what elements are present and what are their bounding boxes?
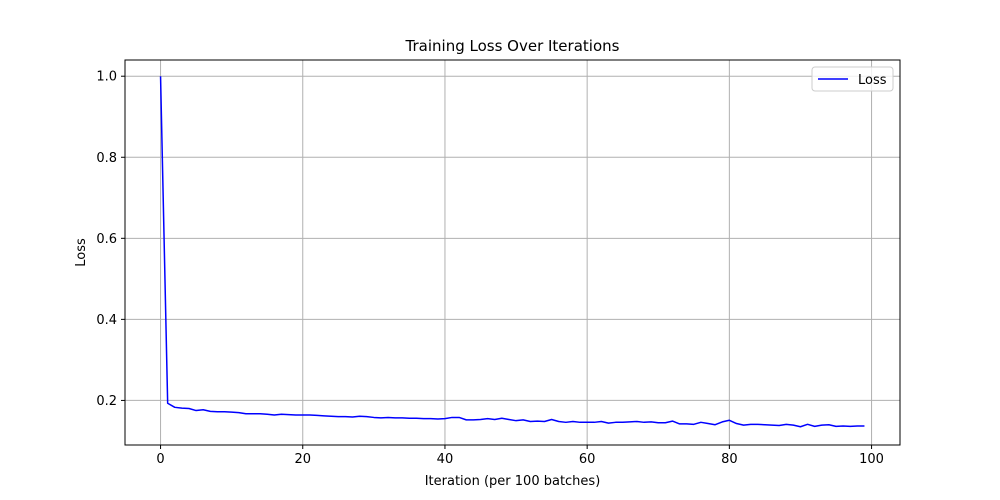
y-tick-label: 1.0	[96, 70, 117, 85]
x-tick-label: 40	[437, 452, 454, 467]
legend-box	[811, 66, 894, 92]
legend: Loss	[811, 66, 894, 92]
x-axis-title: Iteration (per 100 batches)	[425, 474, 601, 489]
x-tick-label: 100	[859, 452, 884, 467]
y-tick-label: 0.2	[96, 394, 117, 409]
loss-line	[159, 76, 865, 428]
x-tick-label: 20	[294, 452, 311, 467]
y-tick-label: 0.6	[96, 232, 117, 247]
x-tick-label: 80	[721, 452, 738, 467]
series-layer	[159, 76, 865, 428]
y-tick-label: 0.4	[96, 313, 117, 328]
y-axis-title: Loss	[74, 238, 89, 267]
y-tick-label: 0.8	[96, 151, 117, 166]
legend-label-loss: Loss	[858, 73, 887, 88]
chart-title: Training Loss Over Iterations	[405, 37, 620, 55]
ticks: 0 20 40 60 80 100 0.2 0.4 0.6 0.8 1.0	[96, 70, 884, 467]
grid	[125, 60, 900, 445]
x-tick-label: 0	[156, 452, 164, 467]
plot-frame	[124, 59, 901, 446]
x-tick-label: 60	[579, 452, 596, 467]
